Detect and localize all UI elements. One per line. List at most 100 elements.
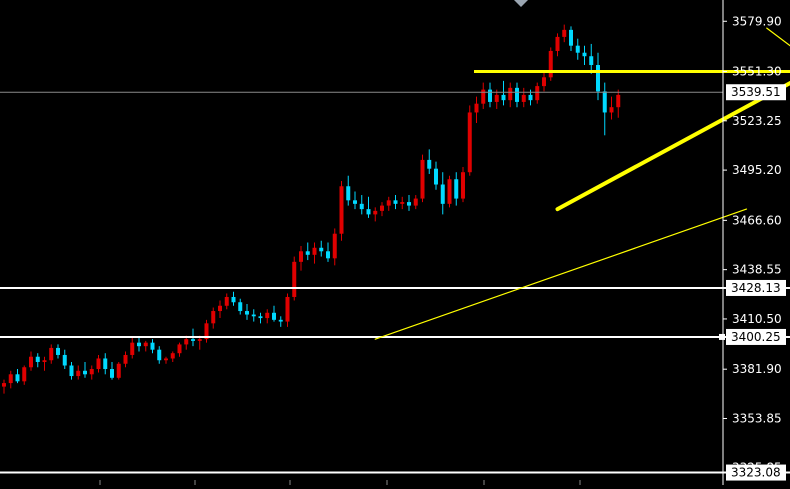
candle-body bbox=[556, 37, 560, 51]
candle-body bbox=[340, 186, 344, 233]
candle-body bbox=[144, 343, 148, 347]
trendline-thin-support[interactable] bbox=[375, 209, 746, 339]
level-marker bbox=[719, 334, 725, 340]
candle-body bbox=[151, 343, 155, 350]
candle-body bbox=[603, 91, 607, 112]
candle-body bbox=[542, 77, 546, 86]
candle-body bbox=[421, 160, 425, 199]
candle-body bbox=[97, 358, 101, 369]
candle-body bbox=[535, 86, 539, 100]
candle-body bbox=[367, 209, 371, 214]
candle-body bbox=[549, 51, 553, 77]
candle-body bbox=[245, 311, 249, 315]
candle-body bbox=[448, 179, 452, 204]
candle-body bbox=[83, 371, 87, 375]
candle-body bbox=[508, 88, 512, 100]
y-tick-label: 3551.30 bbox=[732, 65, 782, 79]
y-tick-label: 3495.20 bbox=[732, 163, 782, 177]
y-tick-label: 3579.90 bbox=[732, 14, 782, 28]
candle-body bbox=[279, 320, 283, 322]
candle-body bbox=[49, 348, 53, 360]
candle-body bbox=[306, 251, 310, 255]
candle-body bbox=[2, 383, 6, 387]
candle-body bbox=[70, 366, 74, 377]
candle-body bbox=[387, 200, 391, 205]
candle-body bbox=[576, 46, 580, 53]
candle-body bbox=[16, 374, 20, 381]
candle-body bbox=[265, 313, 269, 318]
candle-body bbox=[522, 95, 526, 102]
candle-body bbox=[562, 30, 566, 37]
candle-body bbox=[238, 302, 242, 311]
candle-body bbox=[495, 95, 499, 102]
candle-body bbox=[414, 199, 418, 206]
candle-body bbox=[56, 348, 60, 355]
candle-body bbox=[29, 357, 33, 368]
candle-body bbox=[259, 316, 263, 318]
candle-body bbox=[394, 200, 398, 204]
candle-body bbox=[583, 53, 587, 57]
y-tick-label: 3353.85 bbox=[732, 411, 782, 425]
candle-body bbox=[157, 350, 161, 361]
candle-body bbox=[481, 90, 485, 104]
candle-body bbox=[137, 343, 141, 347]
candle-body bbox=[529, 95, 533, 100]
candle-body bbox=[272, 313, 276, 320]
candle-body bbox=[313, 248, 317, 255]
grid-layer bbox=[100, 480, 580, 485]
candle-body bbox=[461, 172, 465, 198]
candle-body bbox=[610, 107, 614, 112]
candle-body bbox=[36, 357, 40, 362]
y-tick-label: 3466.60 bbox=[732, 213, 782, 227]
candle-body bbox=[434, 169, 438, 185]
candle-body bbox=[427, 160, 431, 169]
level-price-label: 3400.25 bbox=[731, 330, 781, 344]
candle-body bbox=[596, 65, 600, 91]
candle-body bbox=[346, 186, 350, 200]
candle-body bbox=[117, 364, 121, 378]
candle-body bbox=[164, 358, 168, 360]
candle-body bbox=[407, 202, 411, 206]
candle-body bbox=[488, 90, 492, 102]
candle-body bbox=[130, 343, 134, 355]
candle-body bbox=[441, 185, 445, 204]
candle-body bbox=[373, 211, 377, 215]
candle-body bbox=[380, 206, 384, 211]
candle-body bbox=[353, 200, 357, 204]
candle-body bbox=[286, 297, 290, 322]
candle-body bbox=[90, 369, 94, 374]
candle-body bbox=[616, 95, 620, 107]
y-tick-label: 3381.90 bbox=[732, 362, 782, 376]
candle-body bbox=[292, 262, 296, 297]
candle-body bbox=[171, 353, 175, 358]
candle-body bbox=[333, 234, 337, 259]
candle-body bbox=[569, 30, 573, 46]
candle-body bbox=[110, 369, 114, 378]
candle-body bbox=[468, 112, 472, 172]
candle-body bbox=[211, 311, 215, 323]
candle-body bbox=[326, 251, 330, 258]
candle-body bbox=[589, 56, 593, 65]
level-price-label: 3323.08 bbox=[731, 466, 781, 480]
y-tick-label: 3523.25 bbox=[732, 114, 782, 128]
candle-body bbox=[76, 371, 80, 376]
candles-layer bbox=[2, 25, 620, 394]
level-price-label: 3428.13 bbox=[731, 281, 781, 295]
y-tick-label: 3410.50 bbox=[732, 312, 782, 326]
candle-body bbox=[191, 339, 195, 341]
y-tick-label: 3438.55 bbox=[732, 263, 782, 277]
candle-body bbox=[454, 179, 458, 198]
candle-body bbox=[124, 355, 128, 364]
candle-body bbox=[22, 367, 26, 381]
candle-body bbox=[319, 248, 323, 252]
candle-body bbox=[299, 251, 303, 262]
candle-body bbox=[9, 374, 13, 383]
candle-body bbox=[184, 339, 188, 344]
candle-body bbox=[515, 88, 519, 102]
candle-body bbox=[218, 306, 222, 311]
candle-body bbox=[225, 297, 229, 306]
candle-body bbox=[43, 360, 47, 362]
scroll-marker-icon[interactable] bbox=[514, 0, 528, 7]
